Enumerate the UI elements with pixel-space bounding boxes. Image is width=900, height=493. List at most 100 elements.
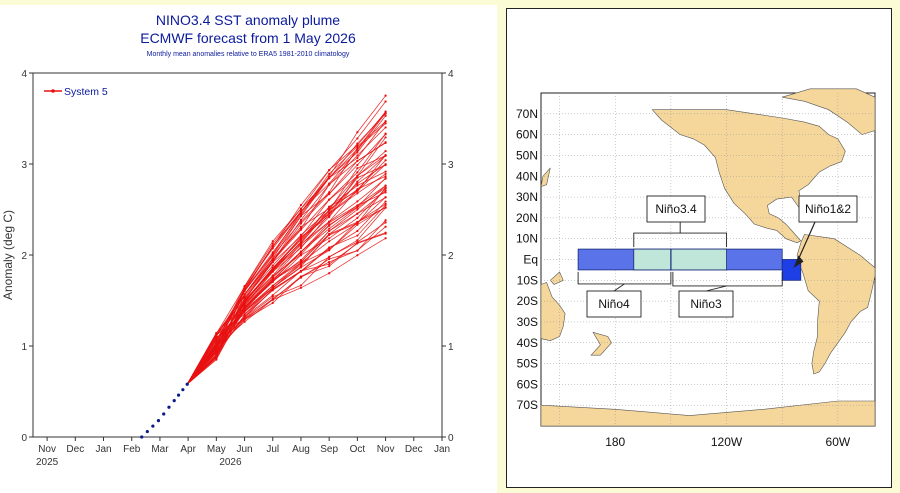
nino4-label-text: Niño4 (598, 297, 630, 311)
y-tick-label-right: 0 (448, 433, 454, 444)
x-tick-label: Apr (180, 444, 196, 455)
ensemble-point (356, 180, 359, 183)
y-tick-label: 3 (21, 160, 27, 171)
ensemble-point (384, 149, 387, 153)
lat-label: 10N (516, 232, 538, 246)
ensemble-point (215, 344, 218, 347)
map-axis-labels: 70N 60N 50N 40N 30N 20N 10N Eq 10S 20S 30S 40S 50S 60… (516, 107, 851, 449)
lat-label: 70N (516, 107, 538, 121)
ensemble-point (384, 136, 387, 139)
ensemble-point (328, 172, 331, 175)
ensemble-point (299, 211, 303, 214)
ensemble-member-line (186, 127, 386, 385)
ensemble-point (384, 170, 387, 173)
ensemble-point (356, 190, 359, 193)
ensemble-point (328, 247, 331, 250)
observed-point (181, 388, 185, 392)
ensemble-point (271, 294, 274, 297)
ensemble-member-line (186, 185, 386, 385)
ensemble-point (328, 229, 331, 233)
ensemble-point (328, 212, 331, 215)
ensemble-point (299, 250, 303, 253)
year-label: 2026 (219, 457, 242, 468)
ensemble-point (299, 266, 303, 269)
ensemble-point (356, 222, 359, 225)
nino-regions-map-panel: 70N 60N 50N 40N 30N 20N 10N Eq 10S 20S 30S 40S 50S 60… (506, 8, 892, 488)
ensemble-point (215, 354, 218, 357)
ensemble-lines (186, 94, 387, 385)
x-tick-label: Feb (123, 444, 141, 455)
ensemble-point (384, 196, 387, 199)
ensemble-point (271, 274, 274, 277)
ensemble-point (299, 215, 303, 218)
ensemble-point (384, 221, 387, 224)
plume-chart: NINO3.4 SST anomaly plume ECMWF forecast… (1, 12, 454, 468)
ensemble-point (299, 269, 303, 273)
ensemble-point (299, 227, 303, 230)
ensemble-point (384, 186, 387, 190)
japan (540, 167, 551, 188)
antarctica (540, 400, 876, 427)
ensemble-point (299, 260, 303, 263)
plume-chart-panel: NINO3.4 SST anomaly plume ECMWF forecast… (0, 5, 497, 493)
ensemble-member-line (186, 206, 386, 385)
ensemble-point (384, 206, 387, 209)
nino-regions-map: 70N 60N 50N 40N 30N 20N 10N Eq 10S 20S 30S 40S 50S 60… (516, 88, 876, 449)
observed-point (172, 399, 176, 403)
ensemble-point (384, 202, 387, 206)
observed-point (162, 412, 166, 416)
ensemble-point (299, 286, 303, 289)
legend: System 5 (44, 86, 108, 98)
x-tick-label: Dec (405, 444, 423, 455)
ensemble-point (299, 258, 303, 262)
ensemble-point (299, 236, 303, 239)
x-tick-label: Jan (95, 444, 111, 455)
chart-subtitle: ECMWF forecast from 1 May 2026 (140, 30, 356, 46)
ensemble-point (215, 336, 218, 340)
ensemble-point (384, 133, 387, 136)
ensemble-point (299, 240, 303, 243)
south-america (796, 234, 876, 375)
observed-point (140, 435, 144, 439)
observed-points (140, 382, 189, 439)
nino34-label-box (646, 195, 706, 223)
ensemble-point (356, 205, 359, 209)
ensemble-point (384, 163, 387, 166)
ensemble-point (299, 245, 303, 248)
ensemble-member-line (186, 232, 386, 385)
ensemble-point (328, 183, 331, 186)
axis-ticks: 0 0 1 1 2 2 3 3 4 4 Nov Dec Jan Feb Mar Apr May Jun Jul Aug… (21, 69, 454, 468)
ensemble-point (356, 142, 359, 145)
nino12-label-text: Niño1&2 (805, 202, 851, 216)
ensemble-point (356, 212, 359, 215)
nino34-label-text: Niño3.4 (655, 202, 697, 216)
ensemble-point (356, 240, 359, 244)
ensemble-point (356, 216, 359, 220)
ensemble-point (384, 110, 387, 113)
ensemble-point (356, 200, 359, 203)
ensemble-point (243, 284, 246, 288)
ensemble-member-line (186, 171, 386, 385)
x-tick-label: Aug (292, 444, 310, 455)
ensemble-point (243, 300, 246, 303)
ensemble-member-line (186, 113, 386, 385)
ensemble-point (384, 176, 387, 180)
ensemble-point (215, 358, 218, 361)
ensemble-point (215, 338, 218, 342)
ensemble-point (384, 200, 387, 203)
ensemble-point (243, 289, 246, 293)
x-tick-label: Jan (434, 444, 450, 455)
ensemble-point (384, 191, 387, 194)
x-tick-label: Jul (266, 444, 279, 455)
ensemble-member-line (186, 192, 386, 385)
nino3-label-text: Niño3 (690, 297, 722, 311)
greenland (782, 88, 876, 135)
ensemble-point (384, 141, 387, 144)
lon-label: 120W (711, 435, 743, 449)
ensemble-point (328, 198, 331, 201)
lat-label: Eq (523, 253, 538, 267)
ensemble-point (299, 222, 303, 225)
lat-label: 30N (516, 190, 538, 204)
ensemble-point (271, 247, 274, 250)
nino-regions (577, 248, 802, 281)
